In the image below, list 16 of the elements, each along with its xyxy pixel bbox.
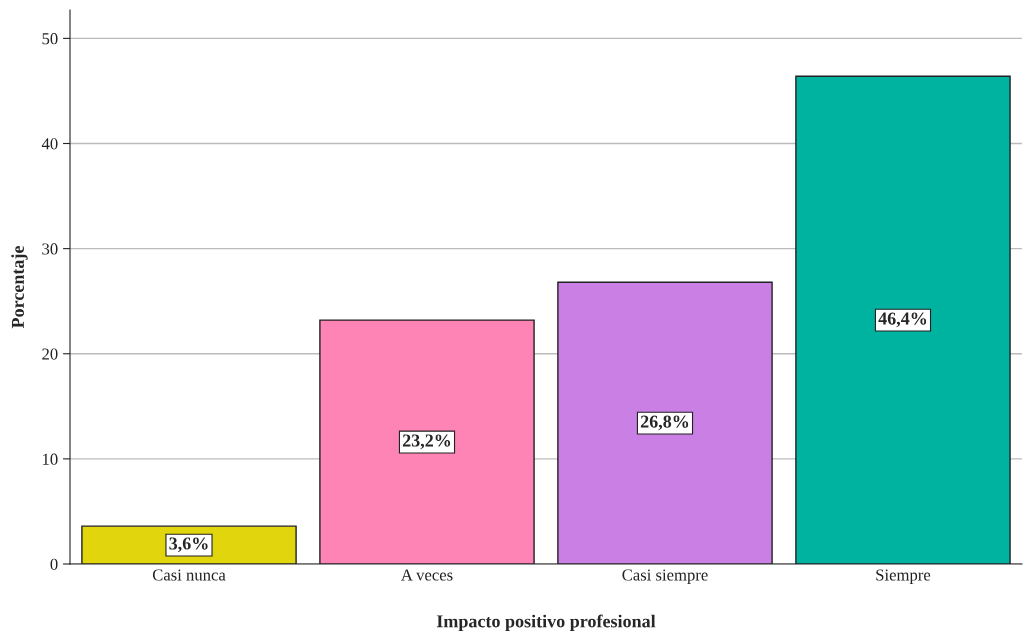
data-label: 26,8% bbox=[640, 415, 689, 431]
data-label: 46,4% bbox=[878, 312, 927, 328]
y-tick-label: 40 bbox=[41, 138, 58, 150]
x-tick-label: Siempre bbox=[876, 569, 931, 584]
data-label: 23,2% bbox=[402, 434, 451, 450]
data-label: 3,6% bbox=[169, 537, 208, 553]
x-tick-label: A veces bbox=[401, 569, 453, 581]
x-axis-title: Impacto positivo profesional bbox=[436, 614, 656, 632]
y-tick-label: 0 bbox=[50, 558, 58, 570]
y-axis-title: Porcentaje bbox=[11, 246, 28, 329]
y-tick-label: 20 bbox=[42, 348, 58, 360]
y-tick-label: 10 bbox=[42, 453, 58, 465]
x-tick-label: Casi nunca bbox=[152, 569, 226, 581]
y-tick-label: 30 bbox=[42, 243, 58, 255]
y-tick-label: 50 bbox=[42, 33, 58, 45]
x-tick-label: Casi siempre bbox=[622, 569, 708, 584]
